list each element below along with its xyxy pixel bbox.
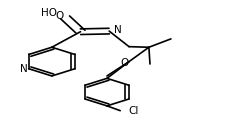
Text: N: N (114, 25, 121, 35)
Text: HO: HO (41, 8, 57, 18)
Text: O: O (121, 58, 129, 68)
Text: O: O (55, 11, 64, 21)
Text: N: N (20, 64, 27, 74)
Text: Cl: Cl (128, 106, 138, 116)
